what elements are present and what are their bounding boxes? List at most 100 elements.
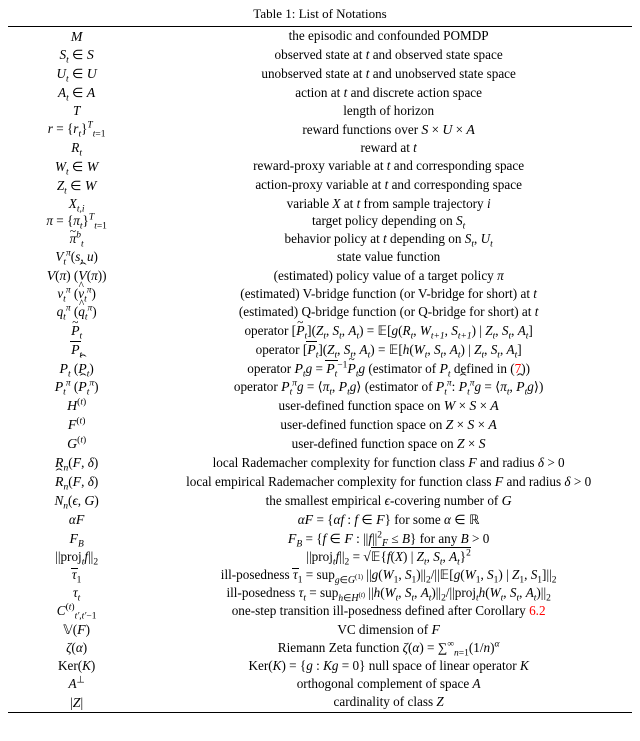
description-cell: reward functions over S × U × A bbox=[145, 120, 632, 139]
symbol-cell: Rn(F, δ) bbox=[8, 453, 145, 472]
symbol-cell: Nn(ϵ, G) bbox=[8, 491, 145, 510]
symbol-cell: Rn(F, δ) bbox=[8, 472, 145, 491]
table-caption: Table 1: List of Notations bbox=[8, 6, 632, 22]
symbol-cell: τ1 bbox=[8, 567, 145, 585]
description-cell: (estimated) policy value of a target pol… bbox=[145, 267, 632, 286]
symbol-cell: Pt bbox=[8, 340, 145, 359]
description-cell: behavior policy at t depending on St, Ut bbox=[145, 231, 632, 249]
notation-tbody: Mthe episodic and confounded POMDPSt ∈ S… bbox=[8, 27, 632, 713]
description-cell: reward-proxy variable at t and correspon… bbox=[145, 157, 632, 176]
description-cell: (estimated) V-bridge function (or V-brid… bbox=[145, 285, 632, 303]
description-cell: target policy depending on St bbox=[145, 213, 632, 231]
description-cell: user-defined function space on W × S × A bbox=[145, 397, 632, 416]
description-cell: one-step transition ill-posedness define… bbox=[145, 603, 632, 621]
description-cell: FB = {f ∈ F : ||f||2F ≤ B} for any B > 0 bbox=[145, 529, 632, 548]
symbol-cell: St ∈ S bbox=[8, 46, 145, 65]
symbol-cell: F(t) bbox=[8, 416, 145, 435]
symbol-cell: vtπ (vtπ) bbox=[8, 285, 145, 303]
table-row: Vtπ(s, u)state value function bbox=[8, 249, 632, 267]
table-row: π = {πt}Tt=1target policy depending on S… bbox=[8, 213, 632, 231]
symbol-cell: τt bbox=[8, 585, 145, 603]
description-cell: action-proxy variable at t and correspon… bbox=[145, 176, 632, 195]
symbol-cell: π = {πt}Tt=1 bbox=[8, 213, 145, 231]
symbol-cell: Ptπ (Ptπ) bbox=[8, 378, 145, 397]
table-row: Ut ∈ Uunobserved state at t and unobserv… bbox=[8, 65, 632, 84]
table-row: G(t)user-defined function space on Z × S bbox=[8, 435, 632, 454]
symbol-cell: V(π) (V(π)) bbox=[8, 267, 145, 286]
description-cell: local Rademacher complexity for function… bbox=[145, 453, 632, 472]
symbol-cell: A⊥ bbox=[8, 675, 145, 693]
symbol-cell: 𝕍(F) bbox=[8, 621, 145, 640]
table-row: ||projtf||2||projtf||2 = √𝔼{f(X) | Zt, S… bbox=[8, 548, 632, 567]
table-row: r = {rt}Tt=1reward functions over S × U … bbox=[8, 120, 632, 139]
symbol-cell: Xt,i bbox=[8, 195, 145, 213]
table-row: Ker(K)Ker(K) = {g : Kg = 0} null space o… bbox=[8, 657, 632, 675]
symbol-cell: FB bbox=[8, 529, 145, 548]
table-row: |Z|cardinality of class Z bbox=[8, 693, 632, 712]
description-cell: ill-posedness τ1 = supg∈G(1) ||g(W1, S1)… bbox=[145, 567, 632, 585]
table-row: τtill-posedness τt = suph∈H(t) ||h(Wt, S… bbox=[8, 585, 632, 603]
table-row: Rtreward at t bbox=[8, 139, 632, 157]
table-row: Mthe episodic and confounded POMDP bbox=[8, 27, 632, 46]
description-cell: operator Ptg = Pt−1Ptg (estimator of Pt … bbox=[145, 359, 632, 378]
table-row: qtπ (qtπ)(estimated) Q-bridge function (… bbox=[8, 303, 632, 321]
symbol-cell: Pt (Pt) bbox=[8, 359, 145, 378]
symbol-cell: T bbox=[8, 103, 145, 121]
description-cell: variable X at t from sample trajectory i bbox=[145, 195, 632, 213]
table-row: H(t)user-defined function space on W × S… bbox=[8, 397, 632, 416]
description-cell: VC dimension of F bbox=[145, 621, 632, 640]
table-row: At ∈ Aaction at t and discrete action sp… bbox=[8, 84, 632, 103]
symbol-cell: Wt ∈ W bbox=[8, 157, 145, 176]
table-row: A⊥orthogonal complement of space A bbox=[8, 675, 632, 693]
table-row: πbtbehavior policy at t depending on St,… bbox=[8, 231, 632, 249]
table-row: F(t)user-defined function space on Z × S… bbox=[8, 416, 632, 435]
symbol-cell: πbt bbox=[8, 231, 145, 249]
description-cell: (estimated) Q-bridge function (or Q-brid… bbox=[145, 303, 632, 321]
table-row: ζ(α)Riemann Zeta function ζ(α) = ∑∞n=1(1… bbox=[8, 639, 632, 657]
symbol-cell: G(t) bbox=[8, 435, 145, 454]
symbol-cell: H(t) bbox=[8, 397, 145, 416]
symbol-cell: Zt ∈ W bbox=[8, 176, 145, 195]
symbol-cell: At ∈ A bbox=[8, 84, 145, 103]
table-row: Xt,ivariable X at t from sample trajecto… bbox=[8, 195, 632, 213]
symbol-cell: C(t)t′,t′−1 bbox=[8, 603, 145, 621]
table-row: Zt ∈ Waction-proxy variable at t and cor… bbox=[8, 176, 632, 195]
description-cell: Ker(K) = {g : Kg = 0} null space of line… bbox=[145, 657, 632, 675]
description-cell: user-defined function space on Z × S bbox=[145, 435, 632, 454]
description-cell: local empirical Rademacher complexity fo… bbox=[145, 472, 632, 491]
description-cell: operator [Pt](Zt, St, At) = 𝔼[h(Wt, St, … bbox=[145, 340, 632, 359]
table-row: αFαF = {αf : f ∈ F} for some α ∈ ℝ bbox=[8, 510, 632, 529]
symbol-cell: Ker(K) bbox=[8, 657, 145, 675]
table-row: St ∈ Sobserved state at t and observed s… bbox=[8, 46, 632, 65]
description-cell: user-defined function space on Z × S × A bbox=[145, 416, 632, 435]
table-row: C(t)t′,t′−1one-step transition ill-posed… bbox=[8, 603, 632, 621]
description-cell: observed state at t and observed state s… bbox=[145, 46, 632, 65]
description-cell: operator Ptπg = ⟨πt, Ptg⟩ (estimator of … bbox=[145, 378, 632, 397]
table-row: Ptπ (Ptπ)operator Ptπg = ⟨πt, Ptg⟩ (esti… bbox=[8, 378, 632, 397]
description-cell: Riemann Zeta function ζ(α) = ∑∞n=1(1/n)α bbox=[145, 639, 632, 657]
table-row: Ptoperator [Pt](Zt, St, At) = 𝔼[h(Wt, St… bbox=[8, 340, 632, 359]
description-cell: length of horizon bbox=[145, 103, 632, 121]
table-row: V(π) (V(π))(estimated) policy value of a… bbox=[8, 267, 632, 286]
symbol-cell: ζ(α) bbox=[8, 639, 145, 657]
description-cell: operator [Pt](Zt, St, At) = 𝔼[g(Rt, Wt+1… bbox=[145, 321, 632, 340]
description-cell: action at t and discrete action space bbox=[145, 84, 632, 103]
table-row: Tlength of horizon bbox=[8, 103, 632, 121]
description-cell: ||projtf||2 = √𝔼{f(X) | Zt, St, At}2 bbox=[145, 548, 632, 567]
symbol-cell: Ut ∈ U bbox=[8, 65, 145, 84]
description-cell: unobserved state at t and unobserved sta… bbox=[145, 65, 632, 84]
symbol-cell: Pt bbox=[8, 321, 145, 340]
description-cell: reward at t bbox=[145, 139, 632, 157]
description-cell: orthogonal complement of space A bbox=[145, 675, 632, 693]
symbol-cell: Vtπ(s, u) bbox=[8, 249, 145, 267]
table-row: Ptoperator [Pt](Zt, St, At) = 𝔼[g(Rt, Wt… bbox=[8, 321, 632, 340]
notation-table: Mthe episodic and confounded POMDPSt ∈ S… bbox=[8, 26, 632, 713]
description-cell: cardinality of class Z bbox=[145, 693, 632, 712]
table-row: FBFB = {f ∈ F : ||f||2F ≤ B} for any B >… bbox=[8, 529, 632, 548]
notation-table-page: Table 1: List of Notations Mthe episodic… bbox=[0, 0, 640, 731]
symbol-cell: M bbox=[8, 27, 145, 46]
description-cell: state value function bbox=[145, 249, 632, 267]
table-row: Wt ∈ Wreward-proxy variable at t and cor… bbox=[8, 157, 632, 176]
description-cell: the episodic and confounded POMDP bbox=[145, 27, 632, 46]
description-cell: the smallest empirical ϵ-covering number… bbox=[145, 491, 632, 510]
